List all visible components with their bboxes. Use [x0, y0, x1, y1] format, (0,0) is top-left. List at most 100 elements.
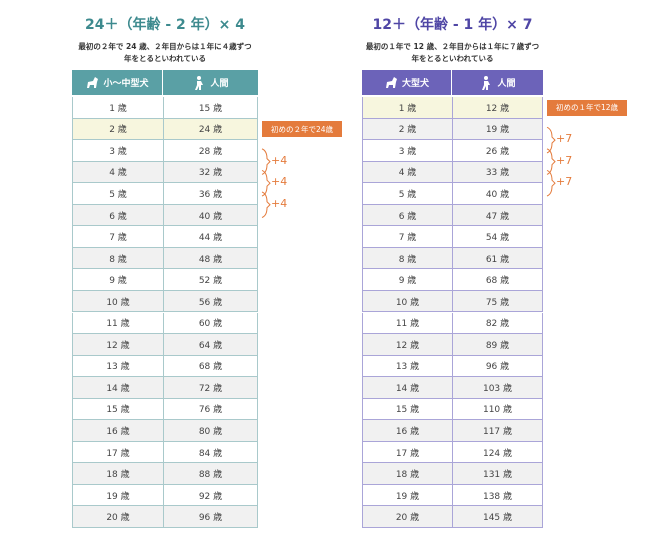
table-cell: 8 歳: [72, 247, 163, 270]
table-cell: 88 歳: [163, 463, 258, 485]
table-cell: 12 歳: [362, 334, 452, 356]
table-cell: 33 歳: [452, 161, 543, 184]
table-cell: 13 歳: [72, 355, 163, 378]
table-cell: 92 歳: [163, 484, 258, 507]
person-icon: [195, 75, 204, 90]
table-cell: 64 歳: [163, 334, 258, 356]
subtitle: 年をとるといわれている: [124, 54, 206, 63]
table-cell: 54 歳: [452, 226, 543, 248]
table-cell: 17 歳: [362, 441, 452, 464]
callout: 初めの１年で12歳: [547, 99, 627, 116]
table-cell: 48 歳: [163, 247, 258, 270]
table-cell: 15 歳: [163, 97, 258, 119]
subtitle: 最初の１年で 12 歳、２年目からは１年に７歳ずつ: [365, 42, 540, 51]
dog-icon: [385, 76, 397, 88]
table-cell: 76 歳: [163, 398, 258, 421]
header-cell: 大型犬: [362, 70, 452, 95]
title: 12＋（年齢 - 1 年）× 7: [372, 17, 533, 33]
table-cell: 5 歳: [362, 183, 452, 205]
table-cell: 18 歳: [72, 463, 163, 485]
table-cell: 89 歳: [452, 334, 543, 356]
table-cell: 15 歳: [72, 398, 163, 421]
table-cell: 7 歳: [72, 226, 163, 248]
table-cell: 20 歳: [362, 506, 452, 528]
header-cell: 小～中型犬: [72, 70, 163, 95]
table-cell: 117 歳: [452, 420, 543, 442]
header-label: 人間: [497, 79, 516, 89]
table-cell: 131 歳: [452, 463, 543, 485]
table-cell: 11 歳: [362, 312, 452, 335]
table-cell: 11 歳: [72, 312, 163, 335]
brace: [546, 148, 556, 175]
header-cell: 人間: [452, 70, 543, 95]
subtitle: 最初の２年で 24 歳、２年目からは１年に４歳ずつ: [78, 42, 252, 51]
table-cell: 110 歳: [452, 398, 543, 421]
table-cell: 68 歳: [163, 355, 258, 378]
table-cell: 72 歳: [163, 377, 258, 399]
table-cell: 4 歳: [362, 161, 452, 184]
brace: [546, 169, 556, 197]
table-cell: 96 歳: [163, 506, 258, 528]
table-cell: 103 歳: [452, 377, 543, 399]
table-cell: 145 歳: [452, 506, 543, 528]
table-cell: 60 歳: [163, 312, 258, 335]
table-cell: 15 歳: [362, 398, 452, 421]
table-cell: 17 歳: [72, 441, 163, 464]
brace: [546, 126, 556, 154]
table-cell: 6 歳: [362, 204, 452, 227]
header-label: 大型犬: [401, 79, 429, 89]
subtitle: 年をとるといわれている: [411, 54, 494, 63]
step-label: +7: [556, 132, 573, 146]
header-cell: 人間: [163, 70, 258, 95]
table-cell: 3 歳: [362, 140, 452, 162]
table-cell: 24 歳: [163, 118, 258, 141]
table-cell: 68 歳: [452, 269, 543, 291]
step-label: +4: [271, 153, 288, 167]
table-cell: 10 歳: [72, 290, 163, 313]
table-cell: 2 歳: [72, 118, 163, 141]
table-cell: 2 歳: [362, 118, 452, 141]
step-label: +7: [556, 175, 573, 189]
table-cell: 20 歳: [72, 506, 163, 528]
table-cell: 47 歳: [452, 204, 543, 227]
table-cell: 18 歳: [362, 463, 452, 485]
table-cell: 9 歳: [362, 269, 452, 291]
table-cell: 12 歳: [72, 334, 163, 356]
table-cell: 19 歳: [72, 484, 163, 507]
table-cell: 16 歳: [362, 420, 452, 442]
table-cell: 5 歳: [72, 183, 163, 205]
table-cell: 52 歳: [163, 269, 258, 291]
table-cell: 36 歳: [163, 183, 258, 205]
table-cell: 124 歳: [452, 441, 543, 464]
table-cell: 1 歳: [362, 97, 452, 119]
header-label: 人間: [210, 79, 229, 89]
table-cell: 40 歳: [163, 204, 258, 227]
table-cell: 19 歳: [452, 118, 543, 141]
table-cell: 19 歳: [362, 484, 452, 507]
brace: [261, 191, 271, 218]
table-cell: 44 歳: [163, 226, 258, 248]
table-cell: 28 歳: [163, 140, 258, 162]
step-label: +4: [271, 175, 288, 189]
header-label: 小～中型犬: [103, 79, 149, 89]
table-cell: 138 歳: [452, 484, 543, 507]
brace: [261, 148, 271, 175]
table-cell: 56 歳: [163, 290, 258, 313]
table-cell: 3 歳: [72, 140, 163, 162]
table-cell: 96 歳: [452, 355, 543, 378]
table-cell: 6 歳: [72, 204, 163, 227]
person-icon: [482, 75, 491, 90]
table-cell: 80 歳: [163, 420, 258, 442]
callout: 初めの２年で24歳: [262, 121, 342, 138]
table-cell: 14 歳: [362, 377, 452, 399]
table-cell: 32 歳: [163, 161, 258, 184]
table-cell: 7 歳: [362, 226, 452, 248]
step-label: +7: [556, 153, 573, 167]
table-cell: 9 歳: [72, 269, 163, 291]
table-cell: 26 歳: [452, 140, 543, 162]
table-cell: 82 歳: [452, 312, 543, 335]
table-cell: 8 歳: [362, 247, 452, 270]
table-cell: 4 歳: [72, 161, 163, 184]
table-cell: 13 歳: [362, 355, 452, 378]
